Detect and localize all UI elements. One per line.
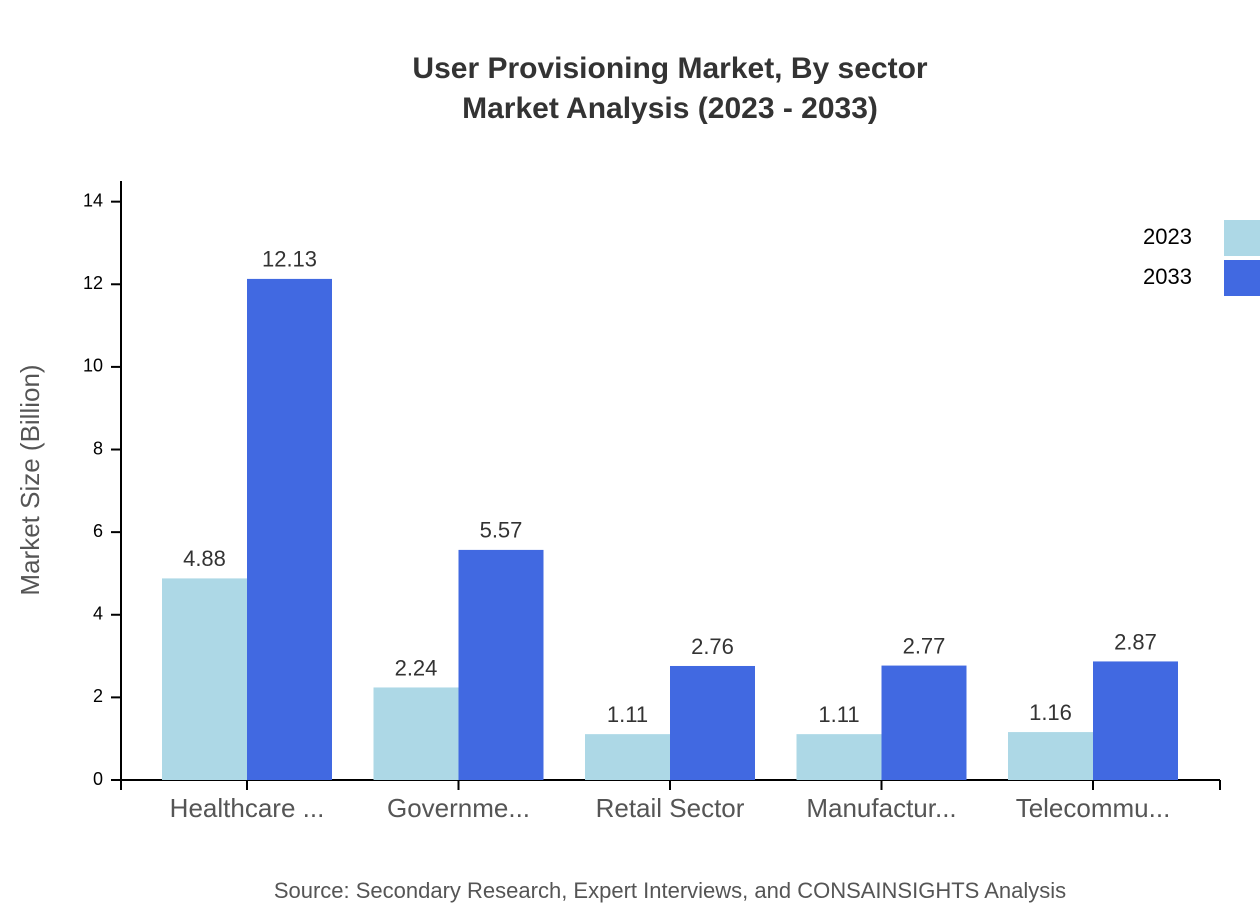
y-tick-label: 10 xyxy=(83,356,103,376)
value-label: 2.87 xyxy=(1114,629,1157,654)
y-tick-label: 12 xyxy=(83,273,103,293)
y-tick-label: 0 xyxy=(93,769,103,789)
value-label: 4.88 xyxy=(183,546,226,571)
value-label: 2.24 xyxy=(395,655,438,680)
chart-title: User Provisioning Market, By sector xyxy=(412,52,927,85)
x-tick-label: Manufactur... xyxy=(806,793,956,823)
legend-swatch xyxy=(1224,220,1260,256)
chart-subtitle: Market Analysis (2023 - 2033) xyxy=(462,92,878,125)
y-tick-label: 6 xyxy=(93,521,103,541)
y-tick-label: 4 xyxy=(93,604,103,624)
y-axis-label: Market Size (Billion) xyxy=(15,364,45,595)
legend-label: 2023 xyxy=(1143,224,1192,249)
bar xyxy=(162,578,247,780)
bar xyxy=(670,665,755,780)
bar xyxy=(585,734,670,780)
value-label: 5.57 xyxy=(480,518,523,543)
bar xyxy=(881,665,967,780)
x-tick-label: Healthcare ... xyxy=(170,793,325,823)
value-label: 1.11 xyxy=(607,702,648,727)
source-note: Source: Secondary Research, Expert Inter… xyxy=(274,878,1066,903)
bar xyxy=(373,687,459,780)
bar xyxy=(247,278,332,780)
legend-label: 2033 xyxy=(1143,264,1192,289)
x-tick-label: Retail Sector xyxy=(596,793,745,823)
bar xyxy=(1093,661,1178,780)
value-label: 1.16 xyxy=(1029,700,1072,725)
x-tick-label: Telecommu... xyxy=(1016,793,1171,823)
y-tick-label: 8 xyxy=(93,438,103,458)
y-tick-label: 14 xyxy=(83,190,103,210)
legend-swatch xyxy=(1224,260,1260,296)
bar xyxy=(458,549,544,780)
bar xyxy=(796,734,882,780)
bar xyxy=(1008,732,1093,780)
x-tick-label: Governme... xyxy=(387,793,530,823)
value-label: 2.76 xyxy=(691,634,734,659)
value-label: 2.77 xyxy=(903,633,946,658)
value-label: 1.11 xyxy=(818,702,859,727)
y-tick-label: 2 xyxy=(93,686,103,706)
value-label: 12.13 xyxy=(262,247,317,272)
